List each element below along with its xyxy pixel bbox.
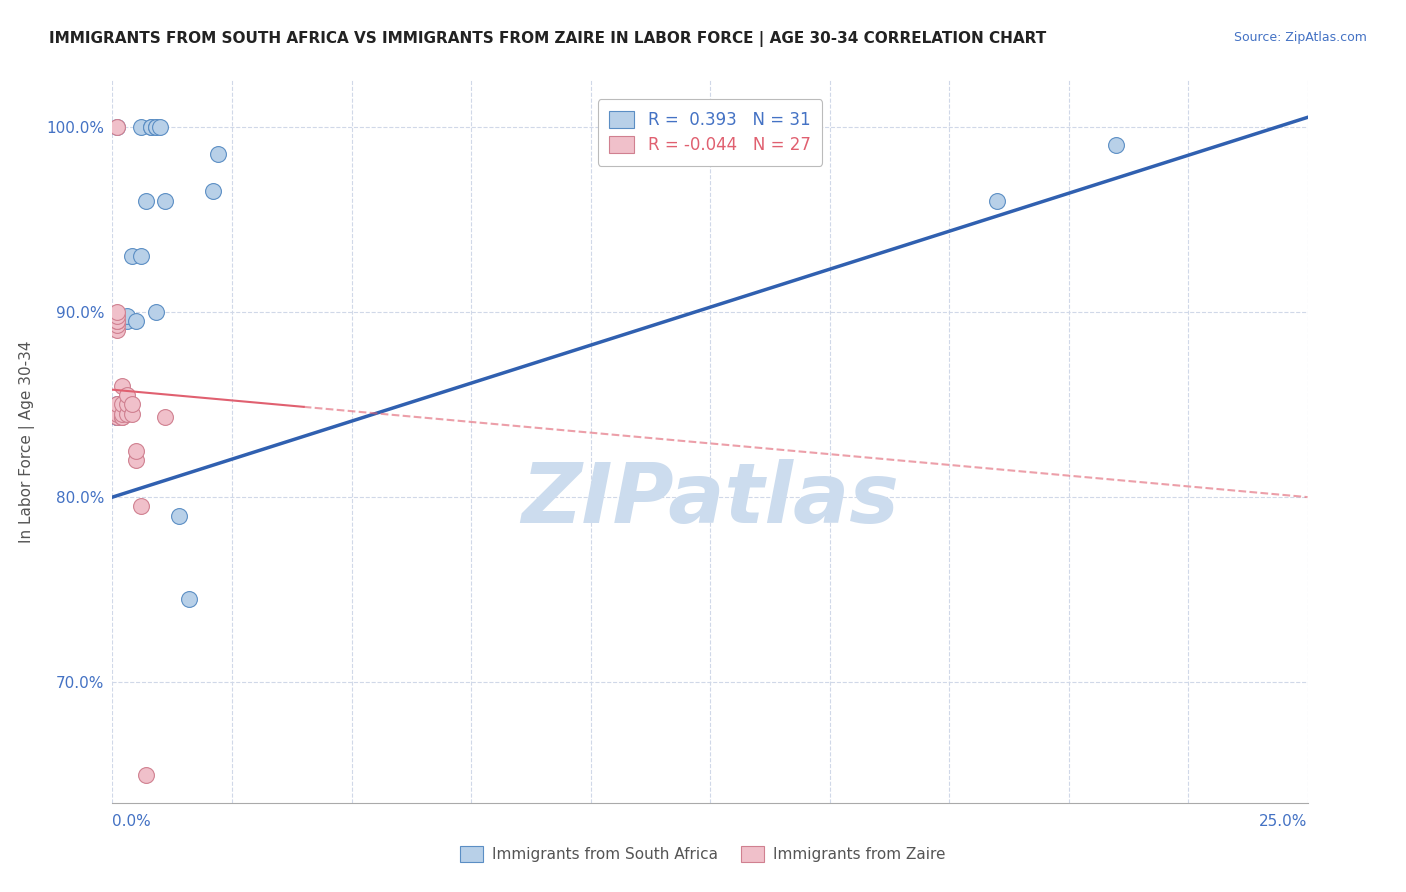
Text: ZIPatlas: ZIPatlas (522, 458, 898, 540)
Point (105, 410, 128, 425)
Point (105, 323, 128, 337)
Point (169, 508, 191, 523)
Point (986, 194, 1008, 208)
Point (153, 410, 176, 425)
Point (105, 397, 128, 411)
Point (129, 120, 152, 134)
Point (177, 592, 200, 607)
Point (105, 309, 128, 323)
Point (105, 318, 128, 332)
Text: Source: ZipAtlas.com: Source: ZipAtlas.com (1233, 31, 1367, 45)
Point (105, 314, 128, 328)
Point (125, 314, 148, 328)
Point (105, 120, 128, 134)
Point (149, 120, 172, 134)
Legend: Immigrants from South Africa, Immigrants from Zaire: Immigrants from South Africa, Immigrants… (454, 840, 952, 868)
Point (145, 305, 167, 319)
Point (111, 410, 134, 425)
Point (105, 397, 128, 411)
Point (111, 410, 134, 425)
Point (105, 410, 128, 425)
Point (125, 453, 148, 467)
Point (125, 443, 148, 458)
Point (115, 388, 138, 402)
Point (139, 120, 162, 134)
Point (105, 314, 128, 328)
Point (145, 120, 167, 134)
Point (111, 397, 134, 411)
Point (121, 397, 143, 411)
Point (111, 379, 134, 393)
Point (135, 194, 157, 208)
Point (1105, 138, 1128, 153)
Point (105, 410, 128, 425)
Point (121, 249, 143, 263)
Y-axis label: In Labor Force | Age 30-34: In Labor Force | Age 30-34 (20, 340, 35, 543)
Text: 25.0%: 25.0% (1260, 814, 1308, 829)
Point (111, 407, 134, 421)
Point (111, 395, 134, 409)
Point (129, 500, 152, 514)
Point (207, 147, 229, 161)
Point (111, 407, 134, 421)
Point (115, 309, 138, 323)
Point (129, 249, 152, 263)
Point (105, 407, 128, 421)
Point (111, 407, 134, 421)
Point (115, 314, 138, 328)
Point (201, 185, 224, 199)
Point (115, 397, 138, 411)
Point (105, 410, 128, 425)
Point (105, 120, 128, 134)
Point (145, 120, 167, 134)
Text: 0.0%: 0.0% (112, 814, 152, 829)
Point (105, 407, 128, 421)
Point (121, 407, 143, 421)
Point (135, 768, 157, 782)
Text: IMMIGRANTS FROM SOUTH AFRICA VS IMMIGRANTS FROM ZAIRE IN LABOR FORCE | AGE 30-34: IMMIGRANTS FROM SOUTH AFRICA VS IMMIGRAN… (49, 31, 1046, 47)
Legend: R =  0.393   N = 31, R = -0.044   N = 27: R = 0.393 N = 31, R = -0.044 N = 27 (598, 99, 823, 166)
Point (111, 397, 134, 411)
Point (115, 407, 138, 421)
Point (153, 194, 176, 208)
Point (139, 120, 162, 134)
Point (105, 305, 128, 319)
